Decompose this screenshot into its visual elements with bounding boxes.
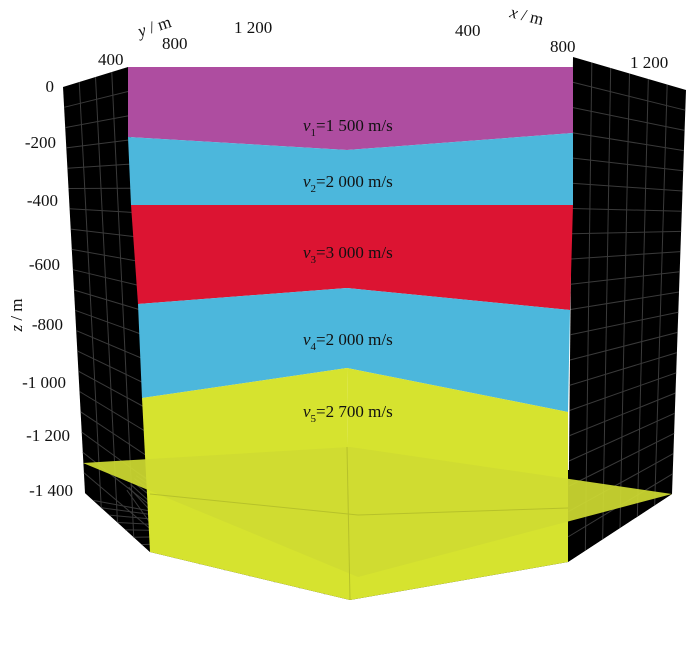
y-tick-400: 400	[98, 50, 124, 69]
layer-4	[138, 288, 570, 412]
z-tick-minus400: -400	[27, 191, 58, 210]
grid-line	[584, 62, 593, 551]
grid-line	[619, 73, 630, 529]
z-tick-minus600: -600	[29, 255, 60, 274]
velocity-labels: v1=1 500 m/s v2=2 000 m/s v3=3 000 m/s v…	[303, 116, 393, 425]
velocity-label-4: v4=2 000 m/s	[303, 330, 393, 353]
layer-1-left	[128, 67, 347, 150]
z-tick-minus1200: -1 200	[26, 426, 70, 445]
layer-1	[128, 67, 573, 150]
slice-intersection-left	[149, 493, 359, 516]
layer-3-right	[347, 205, 573, 310]
layer-4-left	[138, 288, 347, 398]
z-tick-0: 0	[46, 77, 55, 96]
layer-3	[131, 205, 573, 310]
x-tick-1200: 1 200	[630, 53, 668, 72]
horizontal-slice	[83, 446, 672, 601]
x-tick-400: 400	[455, 21, 481, 40]
z-tick-minus1000: -1 000	[22, 373, 66, 392]
x-axis-label: x / m	[507, 2, 546, 29]
slice-corner-line	[346, 446, 351, 601]
layer-4-right	[347, 288, 570, 412]
velocity-label-2: v2=2 000 m/s	[303, 172, 393, 195]
x-tick-800: 800	[550, 37, 576, 56]
grid-line	[95, 76, 118, 523]
y-tick-1200: 1 200	[234, 18, 272, 37]
velocity-label-3: v3=3 000 m/s	[303, 243, 393, 266]
slice-intersection-right	[357, 507, 569, 516]
z-tick-minus800: -800	[32, 315, 63, 334]
grid-line	[636, 78, 649, 517]
velocity-label-5: v5=2 700 m/s	[303, 402, 393, 425]
grid-line	[78, 81, 102, 508]
layer-1-right	[347, 67, 573, 150]
y-tick-800: 800	[162, 34, 188, 53]
grid-line	[602, 67, 612, 540]
layer-2	[128, 133, 573, 205]
layer-2-right	[347, 133, 573, 205]
z-axis-label: z / m	[7, 298, 26, 332]
z-tick-minus200: -200	[25, 133, 56, 152]
z-tick-minus1400: -1 400	[29, 481, 73, 500]
y-axis: y / m 400 800 1 200	[98, 12, 272, 69]
grid-line	[654, 84, 668, 506]
layer-2-left	[128, 137, 347, 205]
grid-line	[111, 71, 135, 538]
x-axis: x / m 400 800 1 200	[455, 2, 668, 72]
layer-3-left	[131, 205, 347, 304]
horizontal-slice-plane	[83, 447, 672, 577]
velocity-label-1: v1=1 500 m/s	[303, 116, 393, 139]
z-axis: z / m 0 -200 -400 -600 -800 -1 000 -1 20…	[7, 77, 73, 500]
